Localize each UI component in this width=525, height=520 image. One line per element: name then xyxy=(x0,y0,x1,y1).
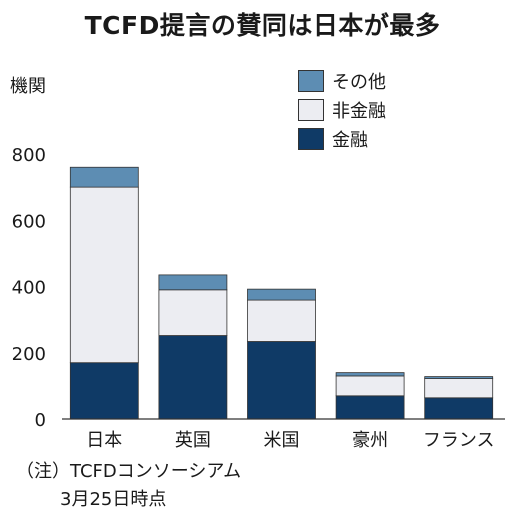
y-tick-label: 400 xyxy=(12,278,46,299)
bar-segment-france-0 xyxy=(424,397,494,420)
bar-segment-us-1 xyxy=(247,299,316,342)
legend-swatch-non-financial xyxy=(298,98,324,121)
chart-title: TCFD提言の賛同は日本が最多 xyxy=(84,11,441,40)
legend-item-non-financial: 非金融 xyxy=(298,95,386,124)
legend-item-financial: 金融 xyxy=(298,124,386,153)
bar-segment-us-0 xyxy=(247,341,316,420)
y-axis-unit-label: 機関 xyxy=(10,76,46,97)
x-tick-label-france: フランス xyxy=(423,430,495,451)
bar-segment-uk-2 xyxy=(158,274,228,291)
legend-label-non-financial: 非金融 xyxy=(332,100,386,122)
bar-segment-france-2 xyxy=(424,376,494,379)
x-tick-label-australia: 豪州 xyxy=(352,430,388,451)
legend-label-financial: 金融 xyxy=(332,129,368,151)
legend: その他 非金融 金融 xyxy=(298,66,386,153)
bar-segment-australia-2 xyxy=(335,372,405,377)
x-tick-label-us: 米国 xyxy=(264,430,300,451)
bar-segment-japan-0 xyxy=(69,362,139,420)
x-axis-labels: 日本 英国 米国 豪州 フランス xyxy=(86,430,494,451)
bar-segment-japan-1 xyxy=(69,186,139,364)
footnote-line-1: （注）TCFDコンソーシアム xyxy=(16,461,242,482)
x-tick-label-japan: 日本 xyxy=(86,430,122,451)
footnote: （注）TCFDコンソーシアム 3月25日時点 xyxy=(16,458,241,514)
bars xyxy=(69,166,494,420)
legend-item-other: その他 xyxy=(298,66,386,95)
bar-segment-australia-0 xyxy=(335,395,405,420)
bar-segment-uk-0 xyxy=(158,335,228,420)
y-axis-ticks: 0 200 400 600 800 xyxy=(12,145,46,431)
bar-segment-australia-1 xyxy=(335,375,405,397)
legend-swatch-other xyxy=(298,69,324,92)
bar-segment-france-1 xyxy=(424,378,494,399)
y-tick-label: 800 xyxy=(12,145,46,166)
bar-segment-us-2 xyxy=(247,288,316,301)
y-tick-label: 600 xyxy=(12,211,46,232)
bar-segment-uk-1 xyxy=(158,289,228,336)
bar-segment-japan-2 xyxy=(69,166,139,188)
footnote-line-2: 3月25日時点 xyxy=(60,489,167,510)
legend-swatch-financial xyxy=(298,127,324,150)
y-tick-label: 0 xyxy=(35,410,46,431)
legend-label-other: その他 xyxy=(332,71,386,93)
x-tick-label-uk: 英国 xyxy=(175,430,211,451)
y-tick-label: 200 xyxy=(12,344,46,365)
